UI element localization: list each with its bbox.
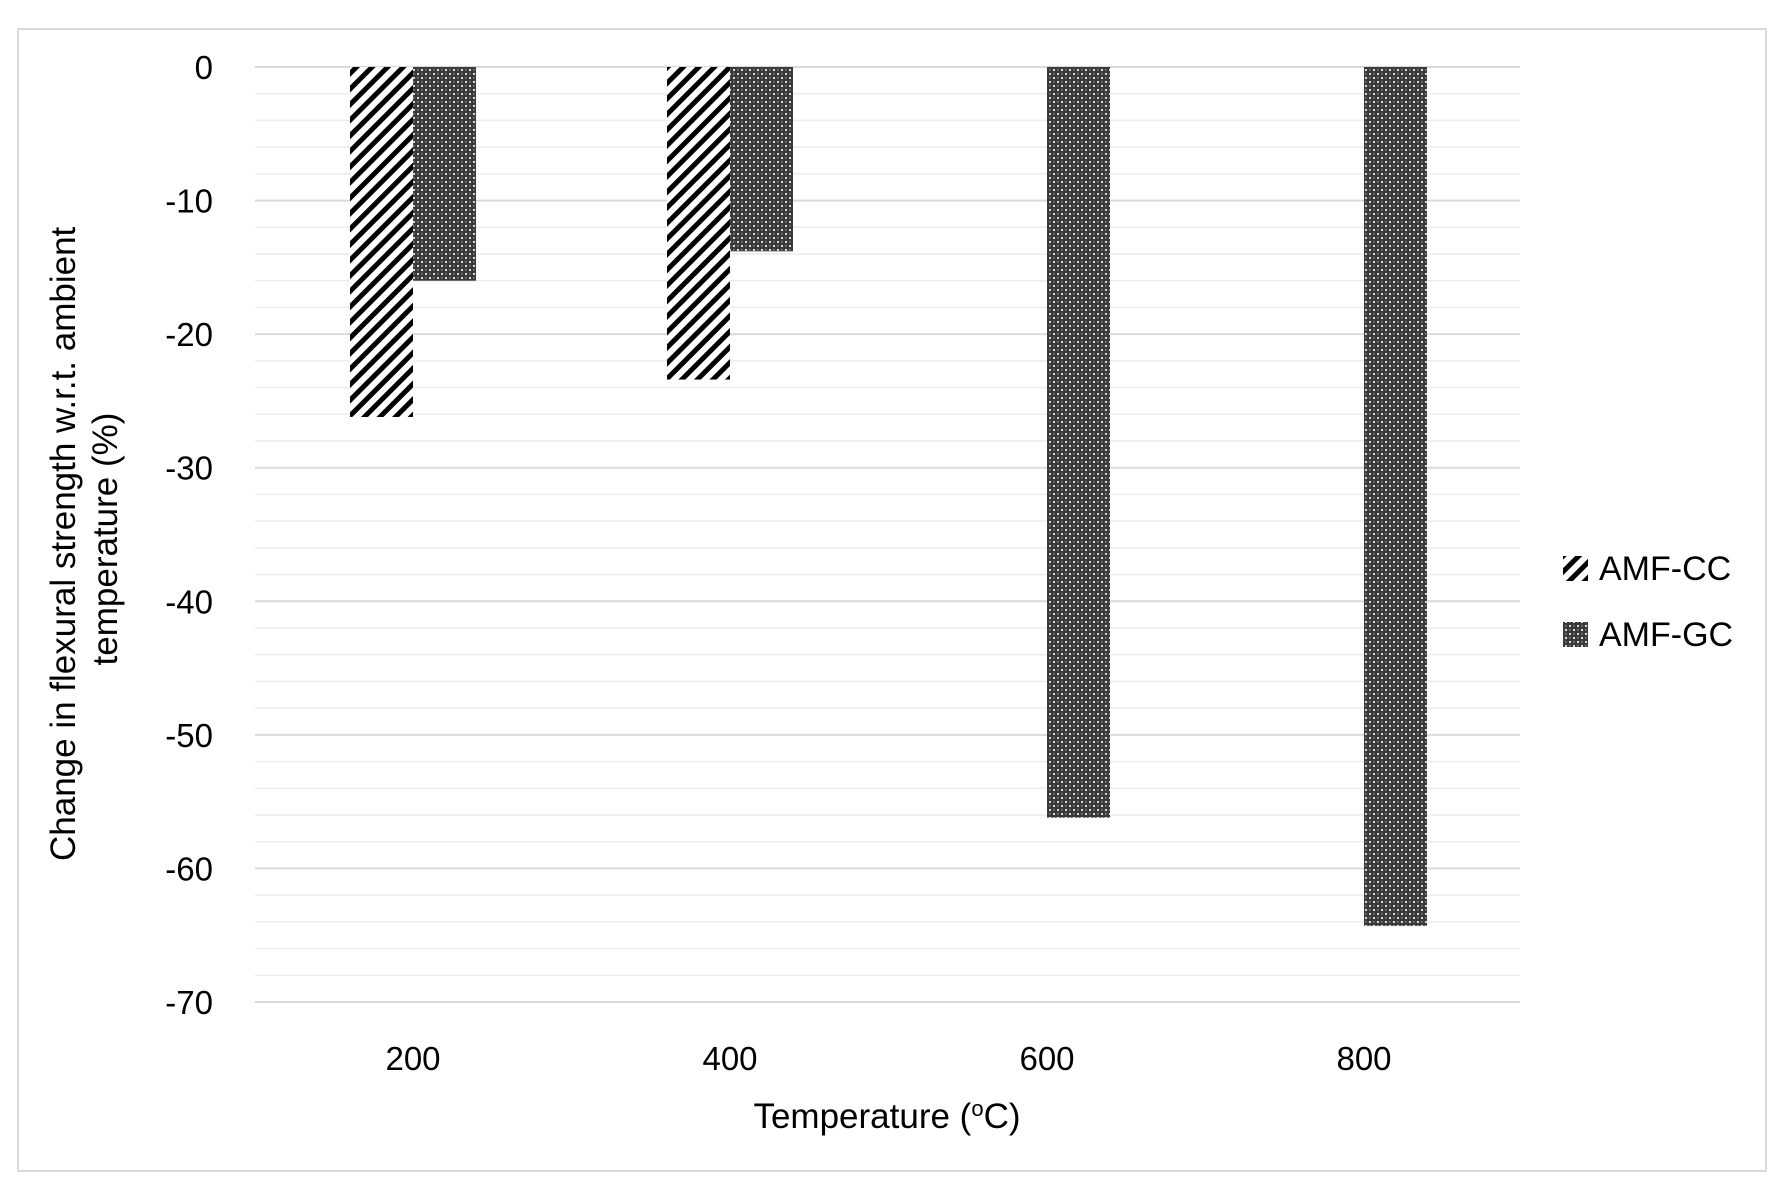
y-tick-label: 0: [195, 49, 213, 86]
legend: AMF-CC AMF-GC: [1563, 550, 1733, 654]
y-axis-title-line-1: Change in flexural strength w.r.t. ambie…: [44, 226, 83, 861]
y-axis-tick-labels: 0 -10 -20 -30 -40 -50 -60 -70: [165, 49, 213, 1021]
x-axis-title-superscript: o: [971, 1096, 983, 1121]
legend-label-amf-cc: AMF-CC: [1599, 550, 1731, 588]
chart-frame: [17, 28, 1767, 1172]
y-tick-label: -10: [165, 183, 213, 220]
x-axis-title-main: Temperature (: [753, 1097, 971, 1136]
x-axis-title-unit: C): [984, 1097, 1021, 1136]
x-axis-title: Temperature (oC): [753, 1096, 1020, 1137]
legend-swatch-amf-gc: [1563, 622, 1588, 647]
y-tick-label: -30: [165, 450, 213, 487]
y-tick-label: -20: [165, 316, 213, 353]
x-tick-label: 600: [1019, 1040, 1074, 1077]
legend-label-amf-gc: AMF-GC: [1599, 616, 1733, 654]
bar-amf-gc-400: [730, 67, 793, 252]
bar-amf-gc-200: [413, 67, 476, 281]
bar-amf-cc-400: [667, 67, 730, 380]
x-tick-label: 400: [702, 1040, 757, 1077]
y-tick-label: -60: [165, 850, 213, 887]
y-tick-label: -50: [165, 717, 213, 754]
y-axis-title: Change in flexural strength w.r.t. ambie…: [44, 217, 125, 861]
x-axis-tick-labels: 200 400 600 800: [385, 1040, 1391, 1077]
bar-amf-gc-600: [1047, 67, 1110, 818]
y-axis-title-line-2: temperature (%): [86, 413, 125, 666]
bar-group: [350, 67, 1427, 926]
y-tick-label: -40: [165, 583, 213, 620]
x-tick-label: 200: [385, 1040, 440, 1077]
x-tick-label: 800: [1336, 1040, 1391, 1077]
bar-amf-gc-800: [1364, 67, 1427, 926]
minor-gridlines: [255, 92, 1520, 977]
bar-amf-cc-200: [350, 67, 413, 417]
y-tick-label: -70: [165, 984, 213, 1021]
legend-swatch-amf-cc: [1563, 556, 1588, 581]
